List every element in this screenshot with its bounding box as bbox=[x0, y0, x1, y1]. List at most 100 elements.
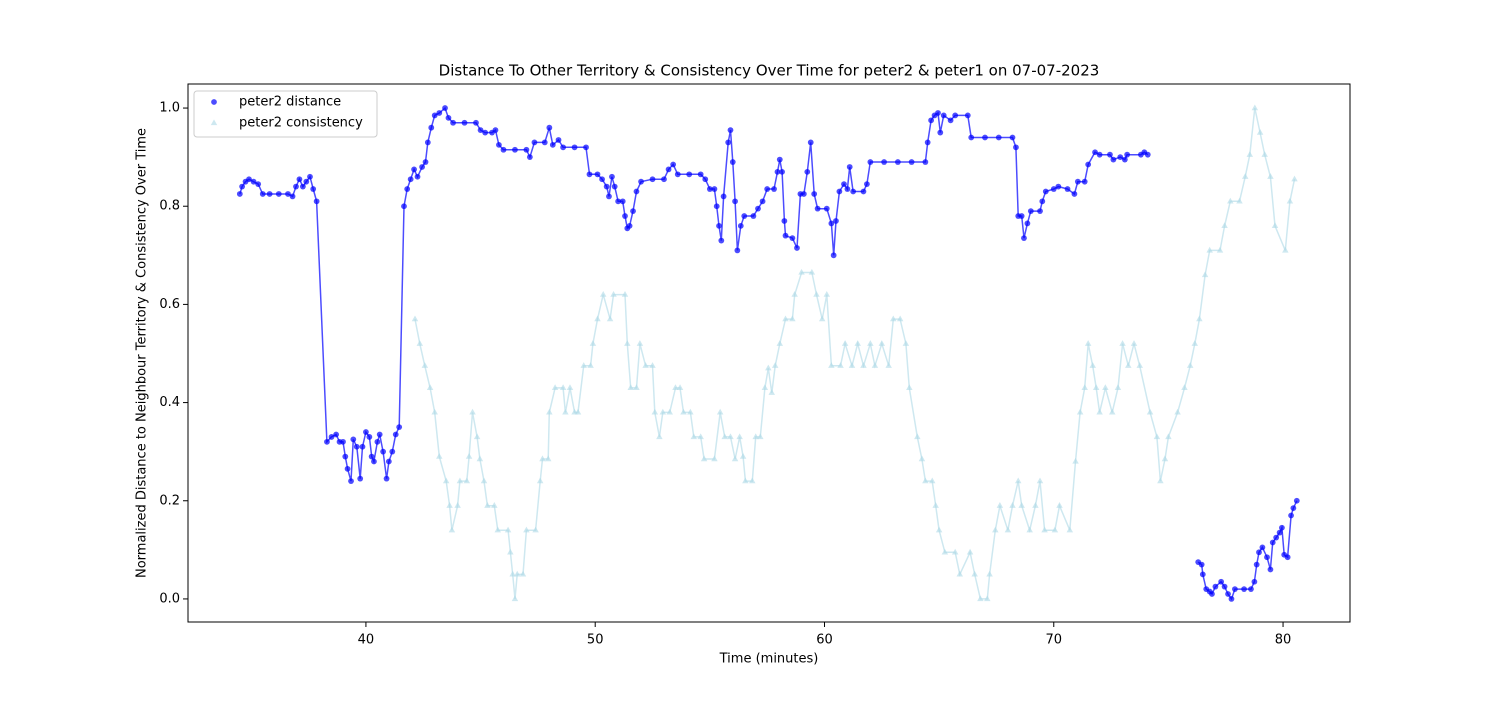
point bbox=[1085, 161, 1092, 168]
point bbox=[1124, 151, 1131, 158]
point bbox=[1042, 188, 1049, 195]
point bbox=[727, 127, 734, 134]
point bbox=[1216, 246, 1224, 253]
point bbox=[1209, 591, 1215, 597]
point bbox=[800, 191, 807, 197]
point bbox=[1055, 183, 1062, 190]
point bbox=[850, 188, 857, 195]
point bbox=[1032, 502, 1039, 508]
point bbox=[828, 362, 835, 368]
point bbox=[661, 176, 667, 183]
point bbox=[586, 171, 593, 178]
point bbox=[1066, 526, 1074, 533]
point bbox=[702, 176, 709, 183]
point bbox=[1014, 477, 1022, 484]
point bbox=[1026, 526, 1033, 533]
point bbox=[476, 455, 484, 462]
point bbox=[992, 526, 999, 533]
point bbox=[1114, 384, 1122, 391]
point bbox=[1221, 222, 1228, 229]
point bbox=[442, 477, 450, 484]
point bbox=[807, 139, 814, 146]
point bbox=[823, 205, 830, 212]
point bbox=[255, 181, 262, 188]
point bbox=[1081, 384, 1088, 391]
point bbox=[814, 205, 821, 212]
point bbox=[1089, 362, 1096, 368]
point bbox=[1018, 213, 1025, 219]
point bbox=[854, 340, 861, 346]
point bbox=[716, 408, 724, 415]
x-tick-label: 70 bbox=[1045, 633, 1062, 648]
point bbox=[924, 139, 931, 146]
point bbox=[293, 183, 299, 190]
point bbox=[867, 159, 874, 165]
point bbox=[1269, 539, 1276, 546]
point bbox=[342, 453, 349, 460]
point bbox=[952, 112, 959, 119]
point bbox=[1206, 246, 1213, 253]
point bbox=[368, 453, 375, 460]
point bbox=[1092, 384, 1100, 391]
point bbox=[672, 384, 679, 391]
point bbox=[523, 146, 530, 153]
point bbox=[716, 222, 722, 229]
x-tick-label: 50 bbox=[587, 633, 604, 648]
point bbox=[1092, 149, 1098, 156]
point bbox=[729, 159, 736, 165]
point bbox=[1186, 362, 1194, 368]
point bbox=[947, 117, 954, 124]
point bbox=[344, 465, 351, 472]
point bbox=[718, 237, 725, 244]
point bbox=[1286, 197, 1294, 204]
point bbox=[509, 570, 516, 577]
point bbox=[776, 340, 784, 346]
point bbox=[830, 252, 837, 259]
point bbox=[871, 362, 879, 368]
point bbox=[1290, 505, 1297, 511]
point bbox=[619, 198, 626, 205]
point bbox=[549, 141, 556, 148]
point bbox=[741, 213, 748, 219]
point bbox=[299, 183, 306, 190]
point bbox=[922, 159, 929, 165]
point bbox=[491, 502, 498, 508]
point bbox=[389, 448, 396, 455]
point bbox=[571, 144, 578, 151]
point bbox=[890, 315, 897, 322]
point bbox=[1108, 408, 1116, 415]
point bbox=[1110, 156, 1117, 163]
point bbox=[250, 178, 257, 185]
y-tick-label: 0.6 bbox=[159, 297, 180, 312]
point bbox=[649, 362, 656, 368]
point bbox=[749, 477, 756, 484]
point bbox=[1146, 408, 1154, 415]
point bbox=[1130, 340, 1138, 346]
point bbox=[841, 340, 849, 346]
point bbox=[761, 384, 769, 391]
point bbox=[366, 434, 373, 440]
point bbox=[456, 477, 464, 484]
point bbox=[1271, 222, 1279, 229]
point bbox=[731, 455, 739, 462]
point bbox=[906, 384, 913, 391]
point bbox=[424, 139, 431, 146]
point bbox=[599, 176, 605, 183]
point bbox=[1256, 128, 1264, 135]
point bbox=[996, 502, 1004, 508]
point bbox=[732, 198, 738, 205]
point bbox=[1276, 529, 1283, 536]
point bbox=[1288, 512, 1294, 519]
point bbox=[935, 110, 941, 116]
point bbox=[774, 168, 781, 175]
point bbox=[706, 186, 713, 192]
point bbox=[461, 119, 468, 126]
point bbox=[507, 548, 514, 555]
point bbox=[371, 458, 377, 465]
point bbox=[721, 433, 728, 440]
point bbox=[622, 213, 628, 219]
point bbox=[303, 178, 310, 185]
point bbox=[1125, 362, 1132, 368]
point bbox=[1198, 561, 1205, 568]
point bbox=[1051, 526, 1059, 533]
